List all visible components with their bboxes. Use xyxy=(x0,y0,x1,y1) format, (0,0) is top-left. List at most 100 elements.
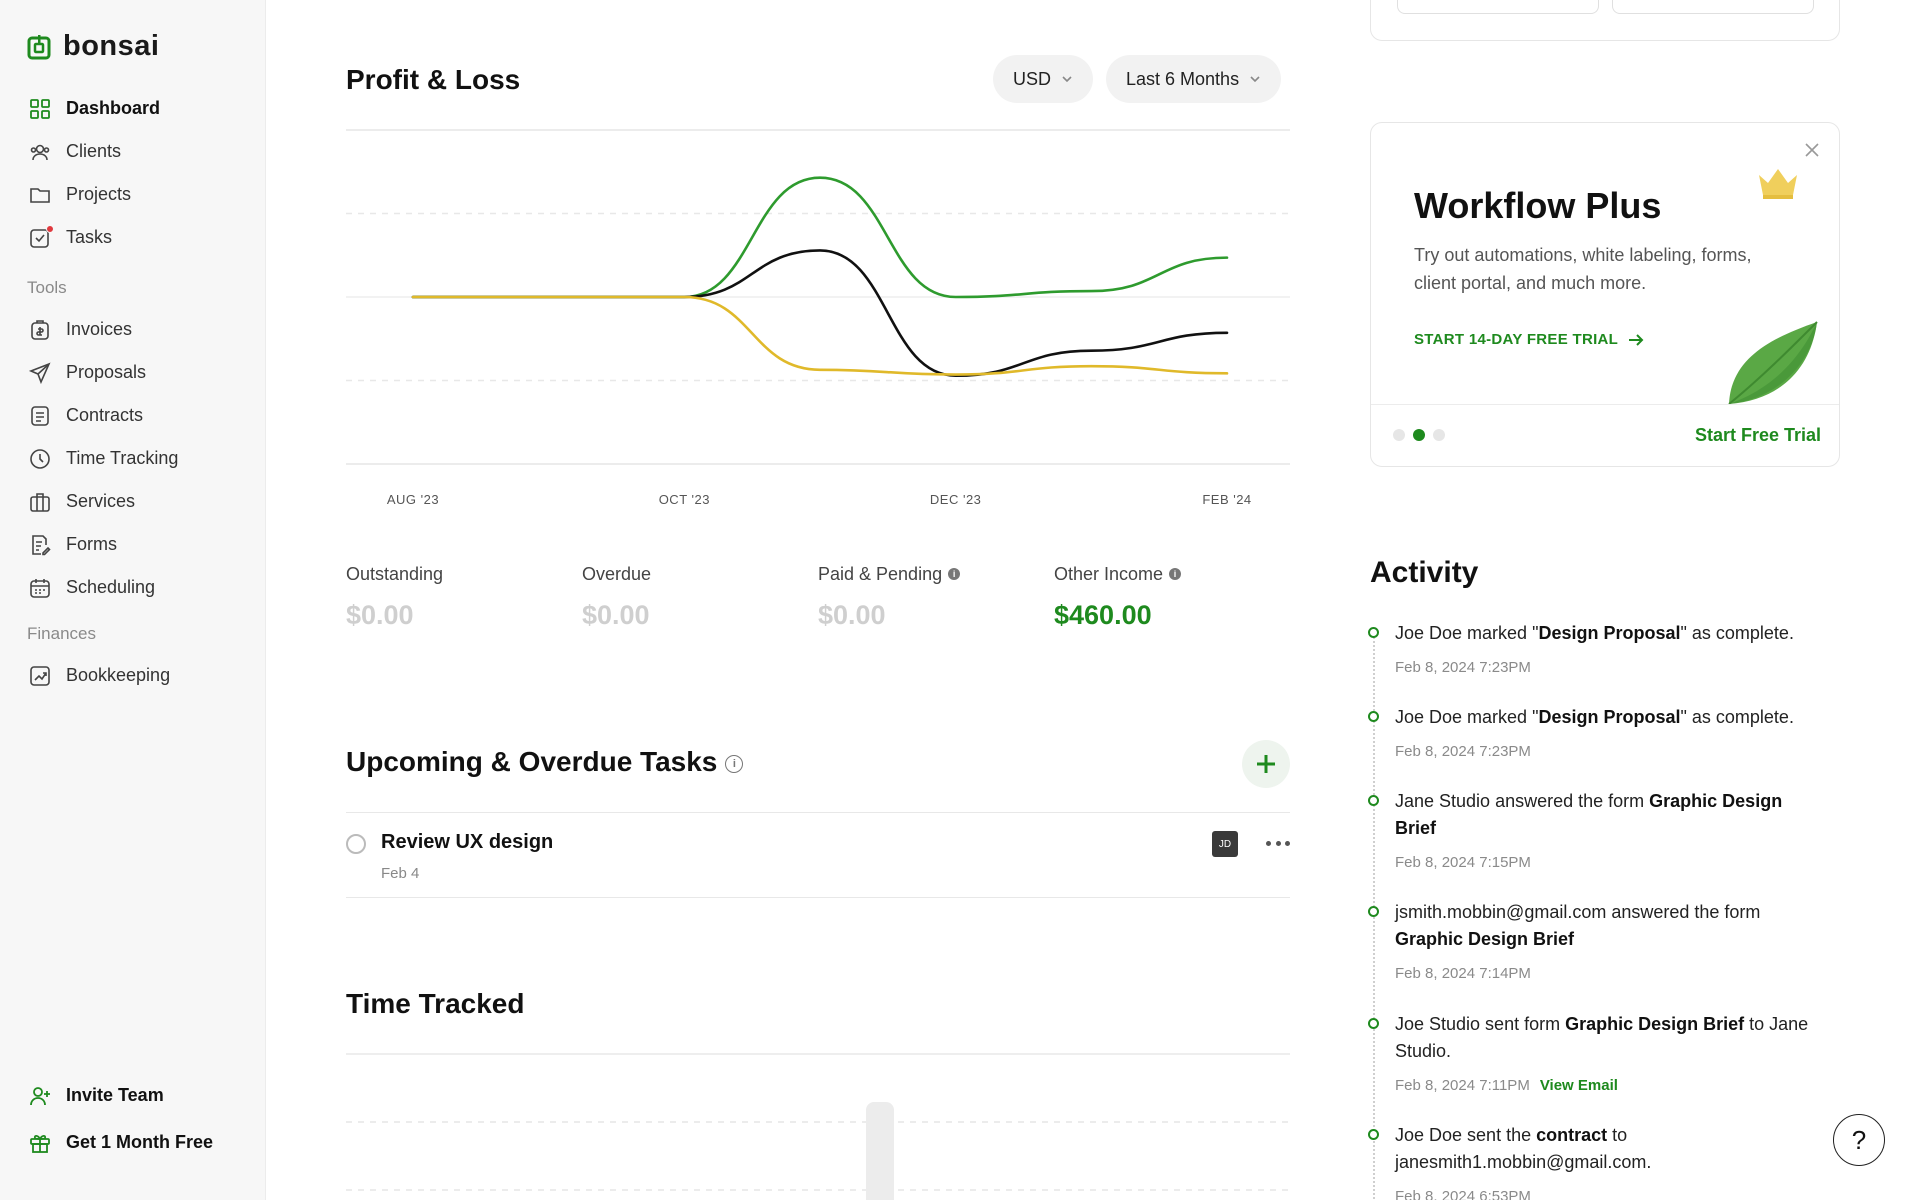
sidebar-item-dashboard[interactable]: Dashboard xyxy=(0,87,266,130)
add-task-button[interactable] xyxy=(1242,740,1290,788)
activity-time: Feb 8, 2024 7:15PM xyxy=(1395,854,1531,871)
grid-icon xyxy=(28,97,52,121)
activity-link-text[interactable]: Design Proposal xyxy=(1538,707,1681,727)
activity-link-text[interactable]: Graphic Design Brief xyxy=(1565,1014,1745,1034)
activity-time: Feb 8, 2024 7:14PM xyxy=(1395,965,1531,982)
logo[interactable]: bonsai xyxy=(27,30,159,63)
invoice-icon xyxy=(28,318,52,342)
profit-loss-title: Profit & Loss xyxy=(346,64,521,95)
activity-text-part: jsmith.mobbin@gmail.com answered the for… xyxy=(1395,902,1761,922)
activity-time: Feb 8, 2024 7:11PM View Email xyxy=(1395,1077,1618,1094)
sidebar-item-forms[interactable]: Forms xyxy=(0,523,266,566)
clock-icon xyxy=(28,447,52,471)
sidebar-item-clients[interactable]: Clients xyxy=(0,130,266,173)
activity-link-text[interactable]: Graphic Design Brief xyxy=(1395,929,1575,949)
carousel-dot[interactable] xyxy=(1433,429,1445,441)
help-button[interactable]: ? xyxy=(1833,1114,1885,1166)
start-free-trial-link[interactable]: Start Free Trial xyxy=(1694,425,1821,445)
start-trial-link[interactable]: START 14-DAY FREE TRIAL xyxy=(1414,331,1644,348)
activity-text-part: Jane Studio answered the form xyxy=(1395,791,1650,811)
stat-label: Other Income i xyxy=(1054,562,1290,586)
currency-select[interactable]: USD xyxy=(993,55,1094,103)
stat-value: $460.00 xyxy=(1054,600,1152,630)
series-line-0 xyxy=(411,176,1229,299)
activity-time: Feb 8, 2024 7:23PM xyxy=(1395,743,1531,760)
view-email-link[interactable]: View Email xyxy=(1539,1077,1618,1094)
invite-team-button[interactable]: Invite Team xyxy=(0,1072,266,1119)
chevron-down-icon xyxy=(1062,76,1072,83)
sidebar-item-label: Projects xyxy=(66,184,132,204)
close-icon[interactable] xyxy=(1803,141,1821,159)
sidebar-item-label: Bookkeeping xyxy=(66,665,171,685)
stat-outstanding: Outstanding $0.00 xyxy=(346,562,582,631)
info-icon[interactable]: i xyxy=(948,568,961,580)
stat-label-text: Overdue xyxy=(582,563,652,584)
gift-icon xyxy=(28,1131,52,1155)
task-checkbox[interactable] xyxy=(346,834,366,854)
stats-row: Outstanding $0.00 Overdue $0.00 Paid & P… xyxy=(346,562,1290,631)
stat-label-text: Paid & Pending xyxy=(818,563,943,584)
series-line-1 xyxy=(411,249,1229,378)
date-range-select[interactable]: Last 6 Months xyxy=(1106,55,1282,103)
timeline-dot xyxy=(1368,906,1379,917)
sidebar-item-projects[interactable]: Projects xyxy=(0,173,266,216)
finances-heading: Finances xyxy=(27,624,96,643)
sidebar-item-contracts[interactable]: Contracts xyxy=(0,394,266,437)
info-icon[interactable]: i xyxy=(725,754,744,773)
activity-time: Feb 8, 2024 7:23PM xyxy=(1395,659,1531,676)
chevron-down-icon xyxy=(1250,76,1260,83)
crown-icon xyxy=(1759,169,1797,199)
activity-link-text[interactable]: Graphic Design Brief xyxy=(1395,791,1783,838)
user-plus-icon xyxy=(28,1084,52,1108)
timeline-dot xyxy=(1368,711,1379,722)
carousel-dot-active[interactable] xyxy=(1413,429,1425,441)
logo-text: bonsai xyxy=(63,30,160,62)
time-tracked-title: Time Tracked xyxy=(346,988,525,1019)
activity-text-part: to Jane Studio. xyxy=(1395,1014,1809,1061)
sidebar-item-invoices[interactable]: Invoices xyxy=(0,308,266,351)
sidebar-item-time-tracking[interactable]: Time Tracking xyxy=(0,437,266,480)
right-column: Workflow Plus Try out automations, white… xyxy=(1368,0,1920,1200)
sidebar-item-label: Tasks xyxy=(66,227,113,247)
notification-dot xyxy=(46,224,54,233)
promo-title: Workflow Plus xyxy=(1414,185,1662,226)
stat-paid-pending: Paid & Pending i $0.00 xyxy=(818,562,1054,631)
activity-time-text: Feb 8, 2024 7:11PM xyxy=(1395,1077,1530,1094)
activity-link-text[interactable]: Design Proposal xyxy=(1538,623,1681,643)
sidebar-item-scheduling[interactable]: Scheduling xyxy=(0,566,266,609)
more-options-icon[interactable] xyxy=(1266,835,1290,851)
date-range-value: Last 6 Months xyxy=(1126,68,1240,89)
stat-value: $0.00 xyxy=(582,600,650,630)
sidebar-item-proposals[interactable]: Proposals xyxy=(0,351,266,394)
activity-text-part: Joe Doe marked " xyxy=(1395,707,1539,727)
activity-link-text[interactable]: contract xyxy=(1536,1125,1608,1145)
carousel-dots xyxy=(1393,429,1445,441)
task-row[interactable]: Review UX design Feb 4 JD xyxy=(346,812,1290,898)
info-icon[interactable]: i xyxy=(1169,568,1182,580)
dot xyxy=(1266,840,1271,846)
sidebar-item-bookkeeping[interactable]: Bookkeeping xyxy=(0,654,266,697)
currency-value: USD xyxy=(1013,68,1052,89)
get-month-free-button[interactable]: Get 1 Month Free xyxy=(0,1119,266,1166)
dot xyxy=(1285,840,1290,846)
sidebar-item-tasks[interactable]: Tasks xyxy=(0,216,266,259)
timeline-dot xyxy=(1368,627,1379,638)
sidebar-item-label: Clients xyxy=(66,141,122,161)
stat-value: $0.00 xyxy=(346,600,414,630)
send-icon xyxy=(28,361,52,385)
stat-label: Overdue xyxy=(582,562,818,586)
start-trial-label: START 14-DAY FREE TRIAL xyxy=(1414,331,1619,348)
timeline-dot xyxy=(1368,1129,1379,1140)
carousel-dot[interactable] xyxy=(1393,429,1405,441)
activity-text-part: " as complete. xyxy=(1680,623,1794,643)
top-card-field[interactable] xyxy=(1397,0,1599,14)
activity-text-part: Joe Doe sent the xyxy=(1395,1125,1537,1145)
activity-time: Feb 8, 2024 6:53PM xyxy=(1395,1188,1531,1200)
timeline-dot xyxy=(1368,1018,1379,1029)
users-icon xyxy=(28,140,52,164)
sidebar-item-services[interactable]: Services xyxy=(0,480,266,523)
assignee-avatar[interactable]: JD xyxy=(1212,831,1238,857)
stat-label-text: Outstanding xyxy=(346,563,444,584)
top-card-field[interactable] xyxy=(1612,0,1814,14)
activity-title: Activity xyxy=(1370,556,1479,589)
